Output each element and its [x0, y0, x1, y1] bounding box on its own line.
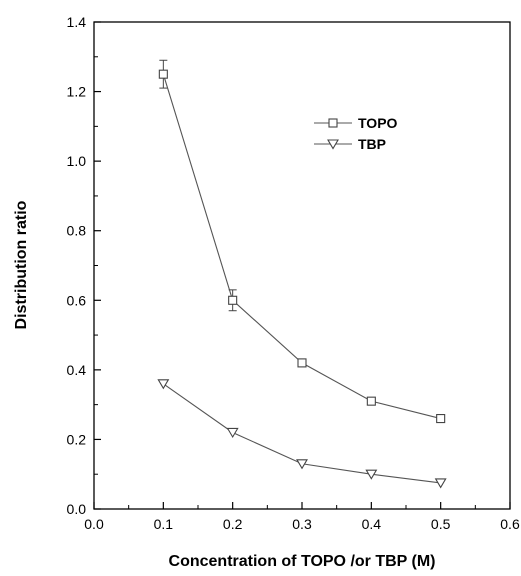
- x-tick-label: 0.0: [84, 516, 104, 532]
- x-tick-label: 0.5: [431, 516, 451, 532]
- legend-marker-topo: [328, 118, 338, 128]
- y-tick-label: 0.8: [67, 223, 87, 239]
- series-layer: [157, 59, 447, 489]
- x-axis-title: Concentration of TOPO /or TBP (M): [169, 553, 436, 570]
- y-tick-label: 0.2: [67, 431, 87, 447]
- legend: TOPO TBP: [314, 115, 398, 152]
- legend-label-topo: TOPO: [358, 115, 398, 131]
- legend-label-tbp: TBP: [358, 136, 386, 152]
- y-tick-label: 1.2: [67, 84, 87, 100]
- x-tick-label: 0.4: [362, 516, 382, 532]
- topo-data-point: [436, 414, 446, 424]
- tbp-data-point: [226, 427, 239, 439]
- tbp-data-point: [157, 379, 170, 390]
- x-tick-label: 0.6: [500, 516, 520, 532]
- y-tick-label: 1.0: [67, 153, 87, 169]
- x-tick-label: 0.3: [292, 516, 312, 532]
- y-tick-label: 0.0: [67, 501, 87, 517]
- tbp-data-point: [365, 469, 378, 480]
- y-tick-label: 1.4: [67, 14, 87, 30]
- tbp-data-point: [296, 459, 308, 470]
- tbp-data-point: [434, 478, 447, 489]
- y-axis-title: Distribution ratio: [13, 200, 30, 329]
- x-tick-label: 0.1: [154, 516, 174, 532]
- plot-frame: [93, 21, 511, 510]
- topo-data-point: [158, 69, 168, 79]
- topo-data-point: [366, 396, 376, 406]
- y-tick-label: 0.6: [67, 292, 87, 308]
- y-axis-ticks: 0.0 0.2 0.4 0.6 0.8 1.0 1.2 1.4: [67, 14, 101, 517]
- legend-marker-tbp: [327, 139, 339, 150]
- x-tick-label: 0.2: [223, 516, 243, 532]
- topo-data-point: [297, 358, 307, 368]
- topo-data-point: [228, 295, 238, 305]
- y-tick-label: 0.4: [67, 362, 87, 378]
- x-axis-ticks: 0.0 0.1 0.2 0.3 0.4 0.5 0.6: [84, 502, 520, 532]
